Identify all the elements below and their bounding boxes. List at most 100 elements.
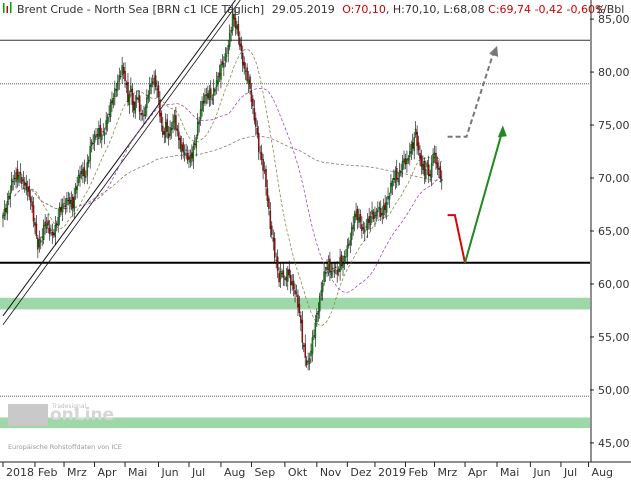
candle [308, 352, 311, 371]
candle [163, 127, 166, 144]
candle [13, 170, 16, 186]
candle [249, 73, 251, 95]
candle-body [220, 64, 222, 80]
candle [143, 105, 145, 125]
candle-body [288, 269, 290, 276]
candle-body [108, 114, 110, 116]
candle [141, 109, 144, 121]
candle [234, 9, 237, 36]
candle-body [253, 108, 256, 121]
candle-body [162, 125, 164, 135]
candle-body [90, 141, 93, 146]
candle [208, 85, 211, 107]
trendline [2, 0, 236, 317]
candle [268, 195, 270, 216]
candle-body [2, 214, 4, 219]
candle-body [118, 75, 120, 82]
candle-body [398, 170, 401, 177]
x-tick-label: Jun [532, 466, 550, 479]
candle [369, 211, 372, 232]
candle [263, 161, 266, 175]
candle-body [98, 128, 100, 140]
candle [372, 208, 375, 222]
candle [259, 145, 261, 161]
candle-body [314, 322, 317, 339]
candle [301, 311, 304, 350]
candle-body [250, 91, 253, 102]
candle [147, 90, 150, 104]
svg-text:Brent Crude - North Sea [BRN c: Brent Crude - North Sea [BRN c1 ICE Tägl… [17, 3, 605, 16]
candle [256, 120, 259, 139]
candle [109, 98, 112, 122]
candle-body [348, 243, 350, 246]
candle-body [22, 179, 25, 182]
candle [98, 120, 100, 146]
candle [192, 141, 195, 169]
gray-arrowhead [489, 45, 499, 57]
candle-body [425, 169, 427, 178]
candle [87, 156, 90, 168]
green-arrowhead [497, 125, 507, 138]
candle-body [218, 72, 221, 77]
candle-body [166, 119, 168, 132]
x-tick-label: Okt [288, 466, 308, 479]
candle-body [377, 209, 379, 213]
candle-body [5, 207, 7, 212]
candle-body [303, 345, 305, 347]
candle-body [26, 186, 29, 192]
candle [359, 209, 362, 230]
candle-body [175, 115, 177, 130]
candle-body [29, 196, 32, 202]
candle-body [378, 207, 381, 210]
candle-body [58, 207, 61, 217]
candle-body [372, 211, 375, 220]
candle [16, 160, 19, 188]
candle-body [352, 224, 354, 230]
candle [343, 250, 346, 270]
candle [423, 157, 426, 185]
candle-body [393, 178, 395, 180]
candle [156, 80, 158, 99]
candle [265, 165, 267, 196]
candle-body [332, 267, 334, 270]
candle-body [211, 98, 213, 101]
candle-body [231, 13, 234, 31]
candle-body [48, 227, 51, 234]
candle [124, 62, 126, 89]
candle [412, 133, 414, 155]
candle-body [262, 159, 264, 171]
candle [257, 126, 260, 160]
ma-slow-line [14, 135, 442, 210]
candle-body [189, 155, 192, 163]
candle [303, 342, 305, 353]
candle [427, 155, 430, 184]
candle [188, 149, 190, 169]
candle [436, 156, 439, 176]
candle-body [441, 178, 443, 181]
candle [404, 153, 407, 170]
candle [134, 94, 136, 119]
candle-body [414, 128, 417, 135]
candle-body [319, 295, 321, 312]
candle [115, 82, 118, 98]
candle [266, 179, 269, 207]
watermark-logo-box [8, 404, 48, 426]
candle-body [426, 162, 428, 168]
candle-body [361, 224, 363, 231]
candle [396, 159, 398, 188]
candle-body [420, 155, 423, 167]
candle [22, 170, 25, 189]
candle [334, 262, 337, 275]
header-high: H:70,10 [393, 3, 436, 16]
candle-body [202, 100, 205, 104]
candle [432, 148, 434, 166]
candle-body [34, 222, 36, 226]
candle [57, 208, 59, 233]
candle [223, 56, 225, 77]
forecast-green-arrow [464, 129, 504, 264]
candle [45, 216, 48, 234]
trendline-parallel [2, 0, 241, 326]
candle [435, 145, 437, 170]
candle-body [183, 152, 186, 156]
candle [416, 125, 418, 155]
